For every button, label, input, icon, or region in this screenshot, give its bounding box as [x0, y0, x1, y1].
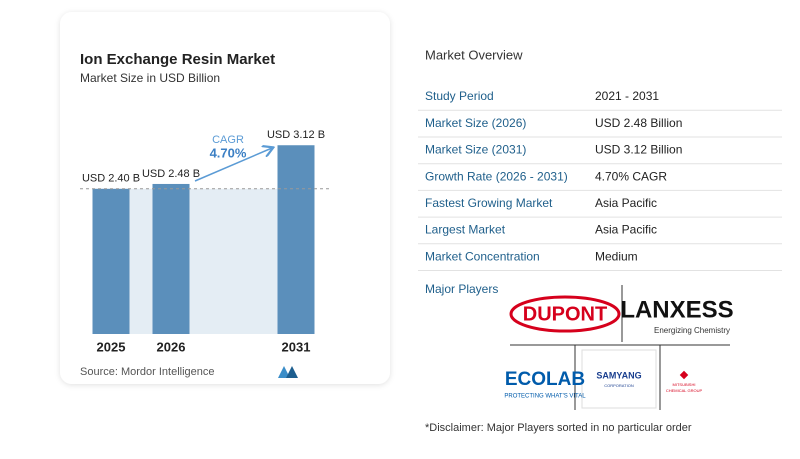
overview-table: Study Period 2021 - 2031 Market Size (2026… [418, 89, 782, 271]
overview-title: Market Overview [425, 47, 523, 62]
row-value: Asia Pacific [595, 196, 657, 210]
value-label: USD 2.48 B [142, 168, 200, 180]
growth-area [129, 188, 278, 334]
value-label: USD 3.12 B [267, 129, 325, 141]
x-tick-label: 2031 [282, 339, 311, 354]
logo-dupont: DUPONT [523, 303, 607, 325]
logos-grid [509, 285, 730, 410]
x-tick-label: 2025 [97, 339, 126, 354]
logo-samyang-tagline: CORPORATION [604, 383, 634, 388]
value-label: USD 2.40 B [82, 173, 140, 185]
plot: USD 2.40 B 2025 USD 2.48 B 2026 USD 3.12 B 20… [80, 129, 330, 354]
row-label: Market Concentration [425, 249, 540, 263]
cagr-value: 4.70% [210, 145, 247, 160]
row-value: USD 2.48 Billion [595, 116, 682, 130]
row-value: Medium [595, 249, 638, 263]
row-value: 2021 - 2031 [595, 89, 659, 103]
row-value: 4.70% CAGR [595, 169, 667, 183]
row-label: Study Period [425, 89, 494, 103]
row-label: Growth Rate (2026 - 2031) [425, 169, 568, 183]
chart-title: Ion Exchange Resin Market [80, 51, 275, 68]
logo-ecolab: ECOLAB [505, 369, 585, 390]
cagr-label: CAGR [212, 134, 244, 146]
logo-samyang: SAMYANG [596, 370, 641, 380]
logo-mitsubishi: MITSUBISHI [673, 382, 696, 387]
cagr-arrow [194, 148, 272, 182]
row-label: Largest Market [425, 223, 506, 237]
logo-lanxess-tagline: Energizing Chemistry [654, 326, 730, 335]
row-label: Market Size (2026) [425, 116, 526, 130]
row-label: Market Size (2031) [425, 143, 526, 157]
logo-lanxess: LANXESS [620, 296, 733, 323]
players-title: Major Players [425, 282, 498, 296]
mordor-logo [278, 366, 298, 378]
source: Source: Mordor Intelligence [80, 366, 215, 378]
row-value: Asia Pacific [595, 223, 657, 237]
bar [277, 145, 315, 334]
bar [92, 188, 130, 334]
disclaimer: *Disclaimer: Major Players sorted in no … [425, 422, 692, 434]
row-value: USD 3.12 Billion [595, 143, 682, 157]
chart-subtitle: Market Size in USD Billion [80, 71, 220, 85]
x-tick-label: 2026 [157, 339, 186, 354]
logo-ecolab-tagline: PROTECTING WHAT'S VITAL [504, 394, 586, 400]
logo-mitsubishi-tagline: CHEMICAL GROUP [666, 388, 703, 393]
bar [152, 183, 190, 334]
row-label: Fastest Growing Market [425, 196, 553, 210]
